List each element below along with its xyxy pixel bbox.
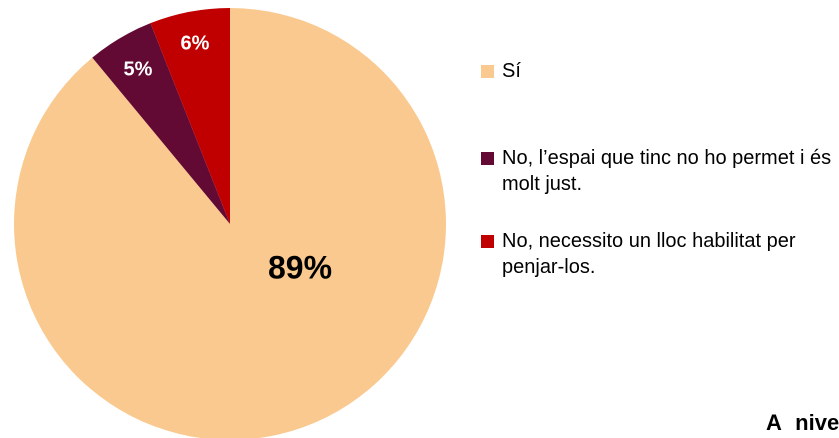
data-label: 5%	[124, 58, 153, 80]
pie-slice	[150, 8, 230, 224]
legend-item: No, l’espai que tinc no ho permet i és m…	[481, 145, 831, 197]
legend-label: Sí	[502, 60, 521, 82]
legend-swatch	[481, 65, 494, 78]
pie-slice	[14, 8, 446, 438]
legend-label: No, necessito un lloc habilitat per penj…	[502, 230, 796, 278]
legend-swatch	[481, 152, 494, 165]
footer-text: A nivell d	[766, 410, 839, 435]
data-label: 6%	[181, 32, 210, 54]
legend-label: No, l’espai que tinc no ho permet i és m…	[502, 147, 832, 195]
pie-slice	[92, 23, 230, 225]
legend-item: Sí	[481, 58, 831, 84]
pie-chart: 89% 5% 6%	[14, 8, 446, 438]
legend-item: No, necessito un lloc habilitat per penj…	[481, 228, 831, 280]
data-label: 89%	[268, 249, 332, 285]
legend-swatch	[481, 235, 494, 248]
